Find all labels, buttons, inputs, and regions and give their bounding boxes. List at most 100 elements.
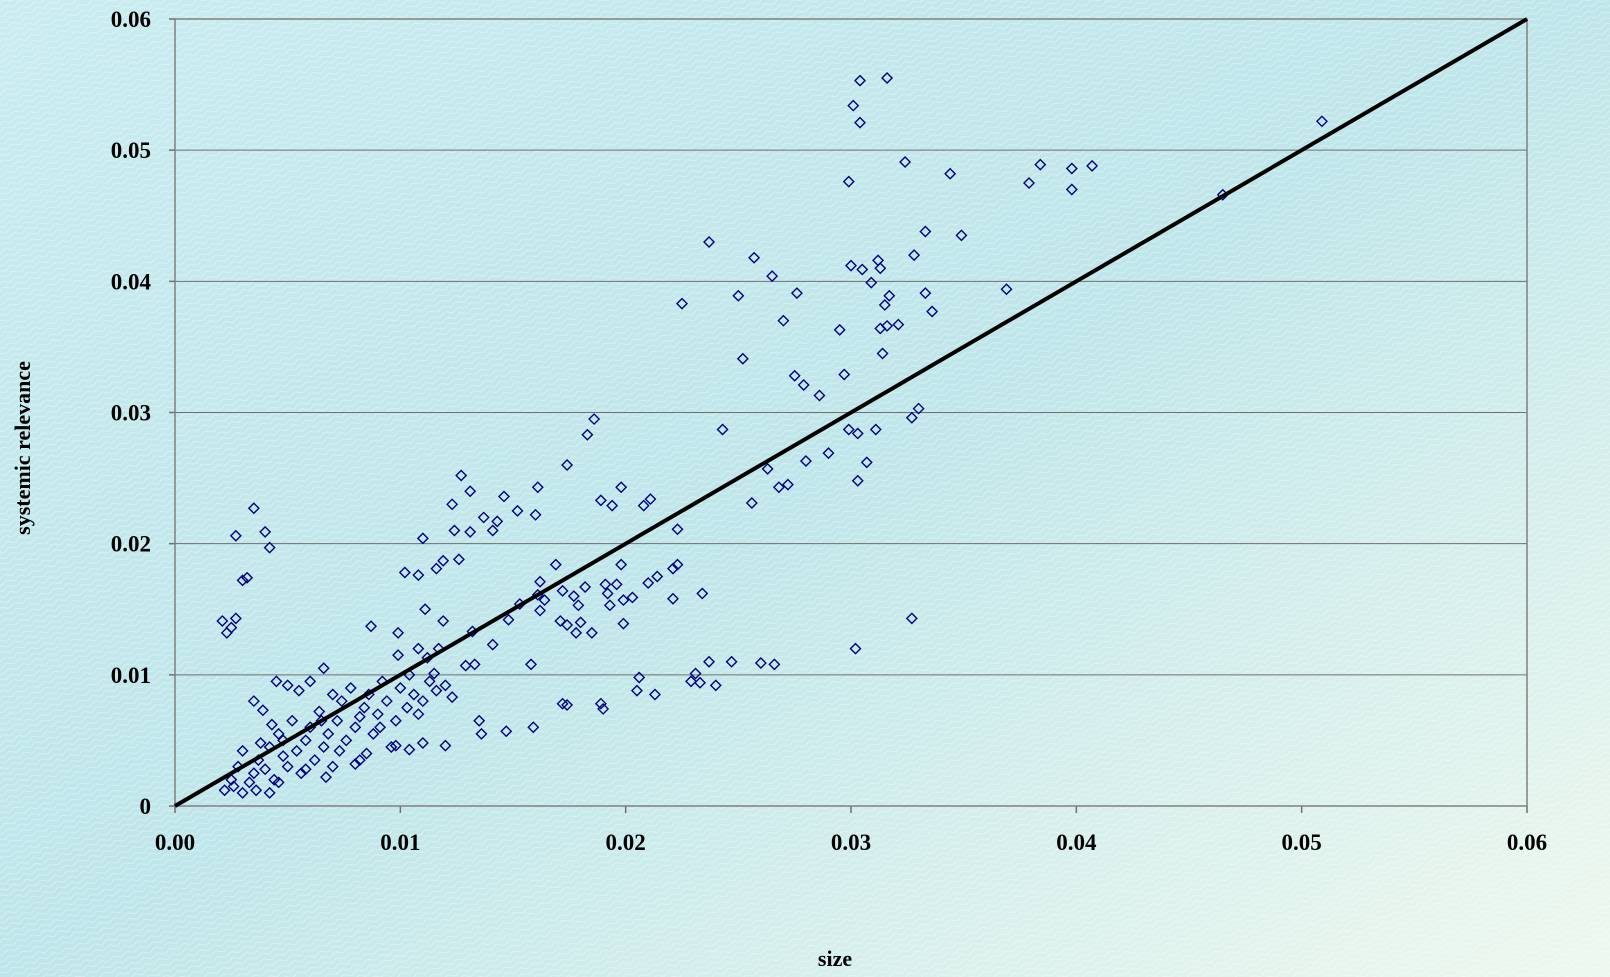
point [389,714,402,727]
point [874,262,887,275]
point [392,626,405,639]
point [761,462,774,475]
point [617,594,630,607]
point [317,662,330,675]
point [766,270,779,283]
point [464,525,477,538]
point [229,529,242,542]
point [227,780,240,793]
point [385,740,398,753]
point [272,776,285,789]
point [561,458,574,471]
y-tick-label: 0.03 [111,401,151,426]
point [651,570,664,583]
point [349,758,362,771]
point [606,499,619,512]
point [446,498,459,511]
point [270,675,283,688]
y-tick-label: 0.05 [111,138,151,163]
x-tick-label: 0.03 [831,830,871,855]
point [459,659,472,672]
y-tick-label: 0.01 [111,663,151,688]
point [340,734,353,747]
point [847,99,860,112]
point [1000,283,1013,296]
point [439,739,452,752]
point [448,524,461,537]
point [468,658,481,671]
point [374,721,387,734]
point [748,251,761,264]
point [671,523,684,536]
plot-frame [174,18,1528,807]
point [874,322,887,335]
point [732,289,745,302]
point [412,708,425,721]
point [694,676,707,689]
point [500,725,513,738]
point [392,649,405,662]
point [416,737,429,750]
point [790,287,803,300]
point [473,714,486,727]
point [272,727,285,740]
point [1086,159,1099,172]
point [772,481,785,494]
y-axis-title: systemic relevance [10,361,35,535]
point [554,615,567,628]
point [745,497,758,509]
x-tick-label: 0.06 [1507,830,1547,855]
point [689,667,702,680]
point [869,423,882,436]
point [254,737,267,750]
point [491,515,504,528]
point [437,554,450,567]
marks [173,17,1529,808]
point [430,684,443,697]
point [475,727,488,740]
point [601,587,614,600]
point [304,675,317,688]
point [637,499,650,512]
point [344,681,357,694]
point [777,314,790,327]
point [326,688,339,701]
point [822,447,835,460]
point [394,681,407,694]
point [216,615,229,628]
point [527,721,540,734]
point [842,423,855,436]
point [412,569,425,582]
point [919,225,932,238]
point [319,771,332,784]
point [247,767,260,780]
point [642,577,655,590]
point [525,658,538,671]
point [430,562,443,575]
point [685,675,698,688]
point [768,658,781,671]
point [486,524,499,537]
point [477,511,490,524]
point [585,626,598,639]
point [617,617,630,630]
point [452,553,465,566]
y-tick-label: 0.02 [111,532,151,557]
point [290,744,303,757]
point [538,594,551,607]
point [531,481,544,494]
point [849,642,862,655]
point [243,776,256,789]
point [299,763,312,776]
y-tick-label: 0 [140,794,152,819]
point [416,532,429,545]
point [626,591,639,604]
point [736,352,749,365]
point [263,786,276,799]
point [666,592,679,605]
point [574,616,587,629]
point [218,784,231,797]
point [263,541,276,554]
point [281,760,294,773]
